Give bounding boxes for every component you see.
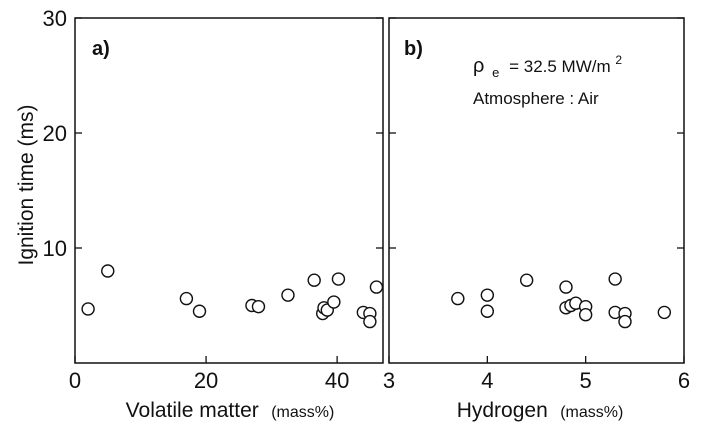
data-point [327, 295, 341, 309]
x-tick-label: 20 [194, 368, 218, 393]
data-points [81, 264, 672, 329]
panel-a-label: a) [92, 38, 110, 60]
rho-symbol: ρ [473, 55, 484, 77]
y-tick-label: 20 [43, 121, 67, 146]
x-tick-label: 3 [383, 368, 395, 393]
x-axis-label-a-unit: (mass%) [271, 404, 334, 421]
data-point [608, 272, 622, 286]
data-point [363, 314, 377, 329]
data-point [251, 299, 266, 314]
x-tick-label: 5 [580, 368, 592, 393]
x-tick-label: 6 [678, 368, 690, 393]
x-axis-label-b-text: Hydrogen [457, 399, 548, 422]
data-point [101, 264, 115, 278]
panel-b-frame [388, 17, 685, 364]
panel-a-frame [74, 17, 384, 364]
data-point [81, 302, 95, 316]
panel-b-label: b) [404, 38, 423, 60]
x-tick-label: 0 [69, 368, 81, 393]
x-axis-label-b-unit: (mass%) [560, 404, 623, 421]
data-point [331, 272, 346, 286]
x-tick-label: 40 [325, 368, 349, 393]
data-point [480, 288, 495, 302]
data-point [618, 314, 632, 329]
data-point [179, 291, 194, 306]
y-tick-label: 30 [43, 6, 67, 31]
data-point [519, 273, 534, 287]
data-point [369, 280, 384, 294]
data-point [578, 308, 593, 322]
power-density-exponent: 2 [615, 53, 622, 67]
data-point [281, 288, 295, 302]
power-density-value: = 32.5 MW/m [509, 57, 611, 76]
data-point [480, 304, 495, 318]
data-point [657, 305, 672, 320]
power-density-annotation: ρ e = 32.5 MW/m 2 [473, 53, 622, 81]
data-point [307, 273, 321, 287]
x-axis-label-a: Volatile matter (mass%) [126, 399, 335, 422]
axis-ticks: 0 20 40 10 20 30 3 4 5 6 [43, 6, 691, 393]
data-point [559, 280, 573, 294]
x-axis-label-b: Hydrogen (mass%) [457, 399, 624, 422]
atmosphere-annotation: Atmosphere : Air [473, 89, 599, 108]
x-tick-label: 4 [481, 368, 493, 393]
data-point [451, 291, 465, 306]
rho-subscript: e [492, 65, 499, 80]
x-axis-label-a-text: Volatile matter [126, 399, 259, 422]
y-axis-label: Ignition time (ms) [15, 104, 38, 265]
data-point [192, 304, 207, 318]
y-tick-label: 10 [43, 236, 67, 261]
